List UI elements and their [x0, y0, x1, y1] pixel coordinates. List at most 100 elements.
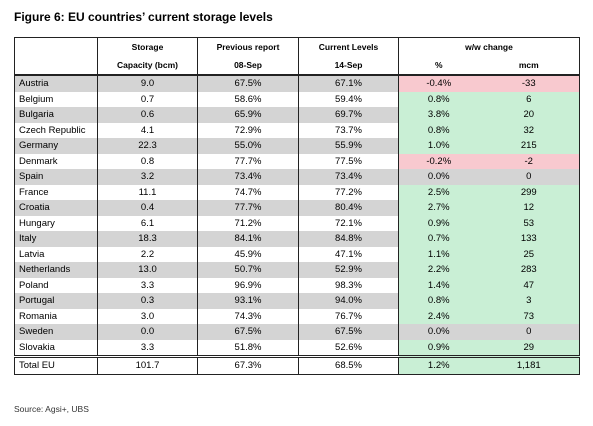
cell: 133: [478, 231, 580, 247]
cell: 52.9%: [298, 262, 399, 278]
cell: 69.7%: [298, 107, 399, 123]
cell: 2.7%: [398, 200, 479, 216]
cell: 0: [478, 324, 580, 340]
row-label: Portugal: [14, 293, 98, 309]
cell: 9.0: [97, 75, 198, 92]
header-cell: 08-Sep: [197, 56, 299, 76]
cell: 0.0: [97, 324, 198, 340]
cell: 3.0: [97, 308, 198, 324]
cell: 73.4%: [197, 169, 299, 185]
cell: 50.7%: [197, 262, 299, 278]
row: Sweden 0.0 67.5% 67.5% 0.0% 0: [14, 324, 580, 340]
row-label: Netherlands: [14, 262, 98, 278]
cell: 2.5%: [398, 184, 479, 200]
cell: 3.2: [97, 169, 198, 185]
header-row: Storage Previous report Current Levels w…: [15, 37, 580, 57]
cell: 74.7%: [197, 184, 299, 200]
row: France 11.1 74.7% 77.2% 2.5% 299: [15, 184, 580, 200]
cell: 67.3%: [197, 355, 299, 374]
cell: 77.5%: [298, 153, 399, 169]
header-row: Capacity (bcm) 08-Sep 14-Sep % mcm: [14, 56, 580, 76]
row: Romania 3.0 74.3% 76.7% 2.4% 73: [15, 308, 580, 324]
cell: 1,181: [478, 355, 580, 374]
row: Hungary 6.1 71.2% 72.1% 0.9% 53: [15, 215, 580, 231]
cell: 32: [478, 122, 580, 138]
header-cell: Previous report: [197, 37, 299, 56]
cell: 18.3: [97, 231, 198, 247]
row-label: France: [19, 186, 49, 198]
cell: 73: [478, 308, 580, 324]
row-label: Hungary: [19, 217, 55, 229]
cell: 77.7%: [197, 153, 299, 169]
cell: 67.5%: [197, 324, 299, 340]
cell: 13.0: [97, 262, 198, 278]
row: Slovakia 3.3 51.8% 52.6% 0.9% 29: [15, 339, 580, 357]
row-label: Latvia: [19, 248, 45, 260]
cell: 0.3: [97, 293, 198, 309]
total-row: Total EU 101.7 67.3% 68.5% 1.2% 1,181: [14, 355, 580, 374]
header-group: w/w change: [398, 37, 580, 56]
cell: 12: [478, 200, 580, 216]
cell: 2.4%: [398, 308, 479, 324]
cell: 4.1: [97, 122, 198, 138]
cell: 3.3: [97, 339, 198, 357]
cell: 3.3: [97, 277, 198, 293]
cell: 1.1%: [398, 246, 479, 262]
cell: 0.8: [97, 153, 198, 169]
cell: 0.8%: [398, 293, 479, 309]
row: Bulgaria 0.6 65.9% 69.7% 3.8% 20: [14, 107, 580, 123]
cell: 84.1%: [197, 231, 299, 247]
cell: 6: [478, 91, 580, 107]
cell: 58.6%: [197, 91, 299, 107]
cell: 93.1%: [197, 293, 299, 309]
cell: 73.4%: [298, 169, 399, 185]
cell: 96.9%: [197, 277, 299, 293]
row-label: Denmark: [19, 155, 58, 167]
cell: 2.2: [97, 246, 198, 262]
cell: 1.0%: [398, 138, 479, 154]
cell: 0.7%: [398, 231, 479, 247]
cell: 215: [478, 138, 580, 154]
cell: 72.9%: [197, 122, 299, 138]
row: Netherlands 13.0 50.7% 52.9% 2.2% 283: [14, 262, 580, 278]
cell: 84.8%: [298, 231, 399, 247]
row-label: Poland: [19, 279, 49, 291]
cell: 59.4%: [298, 91, 399, 107]
row: Poland 3.3 96.9% 98.3% 1.4% 47: [15, 277, 580, 293]
cell: 94.0%: [298, 293, 399, 309]
row: Latvia 2.2 45.9% 47.1% 1.1% 25: [15, 246, 580, 262]
cell: -0.2%: [398, 153, 479, 169]
cell: 45.9%: [197, 246, 299, 262]
cell: 74.3%: [197, 308, 299, 324]
cell: 55.0%: [197, 138, 299, 154]
cell: 76.7%: [298, 308, 399, 324]
cell: 51.8%: [197, 339, 299, 357]
row: Austria 9.0 67.5% 67.1% -0.4% -33: [14, 75, 580, 92]
cell: 0.0%: [398, 169, 479, 185]
row: Portugal 0.3 93.1% 94.0% 0.8% 3: [14, 293, 580, 309]
cell: -33: [478, 75, 580, 92]
row-label: Bulgaria: [14, 107, 98, 123]
row: Denmark 0.8 77.7% 77.5% -0.2% -2: [15, 153, 580, 169]
cell: 67.5%: [298, 324, 399, 340]
cell: 0.7: [97, 91, 198, 107]
cell: -2: [478, 153, 580, 169]
cell: 67.5%: [197, 75, 299, 92]
row: Belgium 0.7 58.6% 59.4% 0.8% 6: [15, 91, 580, 107]
cell: 73.7%: [298, 122, 399, 138]
cell: 0.8%: [398, 122, 479, 138]
row-label: Germany: [14, 138, 98, 154]
header-cell: [15, 38, 98, 57]
row-label: Sweden: [14, 324, 98, 340]
cell: 80.4%: [298, 200, 399, 216]
cell: 2.2%: [398, 262, 479, 278]
table: Storage Previous report Current Levels w…: [14, 37, 580, 375]
header-cell: 14-Sep: [298, 56, 399, 76]
cell: 3: [478, 293, 580, 309]
header-cell: Current Levels: [298, 37, 399, 56]
cell: 77.2%: [298, 184, 399, 200]
header-cell: Capacity (bcm): [97, 56, 198, 76]
title: Figure 6: EU countries’ current storage …: [14, 10, 273, 24]
cell: 72.1%: [298, 215, 399, 231]
cell: 20: [478, 107, 580, 123]
